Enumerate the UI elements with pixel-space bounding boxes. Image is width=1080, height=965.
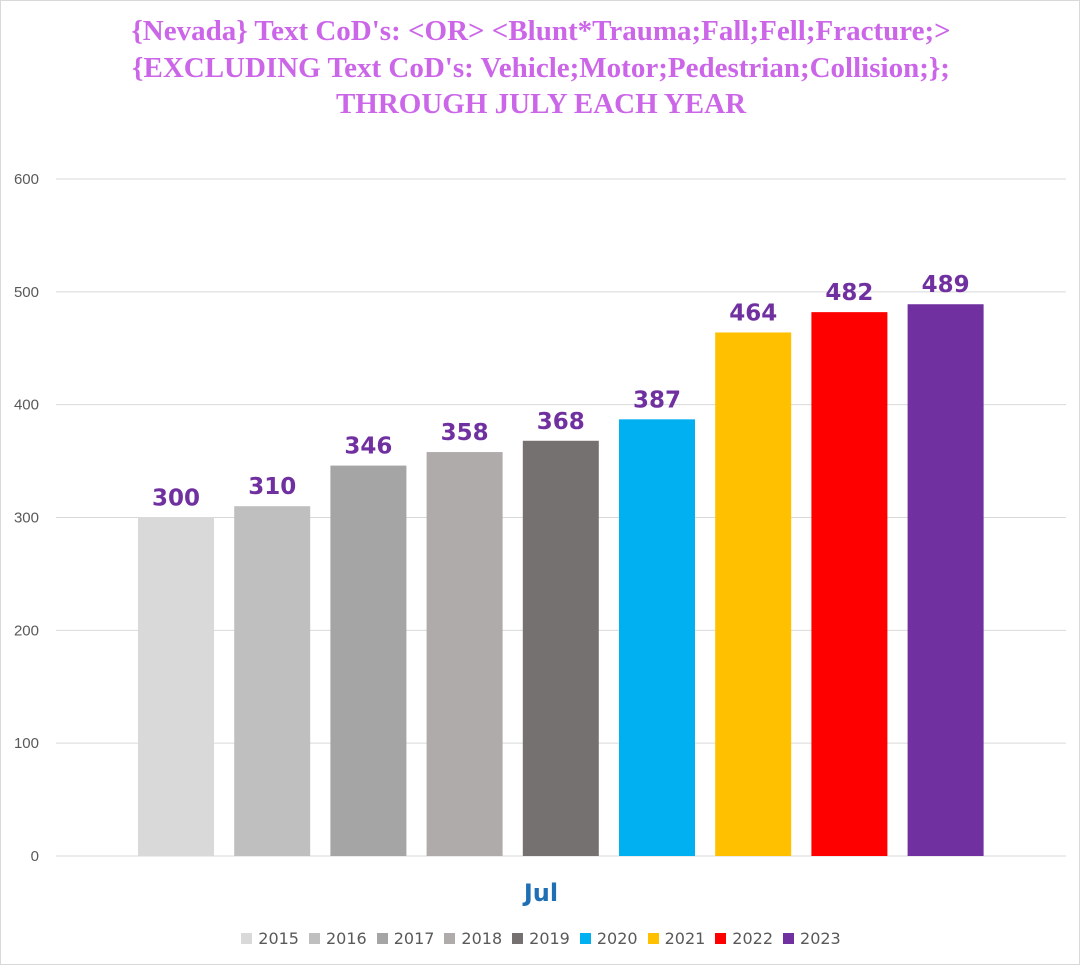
bar-2022 xyxy=(811,312,888,857)
legend-item-2016: 2016 xyxy=(308,929,367,948)
bar-2019 xyxy=(522,440,599,856)
legend-item-2015: 2015 xyxy=(241,929,299,948)
legend-item-2020: 2020 xyxy=(579,929,638,948)
y-tick-label: 200 xyxy=(14,622,39,639)
chart-title: {Nevada} Text CoD's: <OR> <Blunt*Trauma;… xyxy=(131,15,951,120)
legend-label: 2018 xyxy=(461,929,503,948)
legend-swatch xyxy=(512,933,524,944)
y-tick-label: 0 xyxy=(31,848,39,865)
legend-item-2022: 2022 xyxy=(715,929,773,948)
x-category-label: Jul xyxy=(523,879,559,907)
data-label-2022: 482 xyxy=(825,280,873,306)
data-label-2018: 358 xyxy=(441,420,489,446)
legend-item-2018: 2018 xyxy=(444,929,502,948)
y-tick-label: 100 xyxy=(14,735,39,752)
bar-2020 xyxy=(619,419,695,856)
bar-2021 xyxy=(715,332,792,856)
legend-item-2017: 2017 xyxy=(376,929,435,948)
legend-swatch xyxy=(444,933,456,944)
legend-label: 2016 xyxy=(325,929,367,948)
legend-label: 2017 xyxy=(393,929,435,948)
y-tick-label: 600 xyxy=(14,171,39,188)
legend-swatch xyxy=(308,933,320,944)
data-label-2023: 489 xyxy=(922,272,970,298)
y-tick-label: 400 xyxy=(14,397,39,414)
data-label-2019: 368 xyxy=(537,409,585,435)
legend-swatch xyxy=(376,933,388,944)
legend-label: 2020 xyxy=(596,929,638,948)
y-tick-label: 500 xyxy=(14,284,39,301)
legend-swatch xyxy=(783,933,795,944)
legend: 2015 2016 2017 2018 2019 2020 2021 2022 2023 xyxy=(1,929,1080,948)
legend-label: 2023 xyxy=(800,929,841,948)
y-tick-label: 300 xyxy=(14,510,39,527)
data-label-2020: 387 xyxy=(633,387,681,413)
bar-2015 xyxy=(138,517,214,856)
legend-swatch xyxy=(715,933,727,944)
data-label-2016: 310 xyxy=(248,474,296,500)
data-label-2017: 346 xyxy=(344,434,392,460)
data-label-2021: 464 xyxy=(729,300,777,326)
legend-item-2021: 2021 xyxy=(647,929,706,948)
bar-2018 xyxy=(426,452,503,856)
legend-label: 2022 xyxy=(732,929,774,948)
legend-item-2019: 2019 xyxy=(512,929,570,948)
legend-item-2023: 2023 xyxy=(783,929,841,948)
legend-swatch xyxy=(647,933,659,944)
legend-label: 2015 xyxy=(258,929,299,948)
legend-label: 2019 xyxy=(529,929,570,948)
bar-2016 xyxy=(234,506,311,856)
legend-swatch xyxy=(579,933,591,944)
legend-swatch xyxy=(241,933,253,944)
data-label-2015: 300 xyxy=(152,486,200,512)
bar-2023 xyxy=(907,304,984,856)
bar-2017 xyxy=(330,465,407,856)
legend-label: 2021 xyxy=(664,929,706,948)
